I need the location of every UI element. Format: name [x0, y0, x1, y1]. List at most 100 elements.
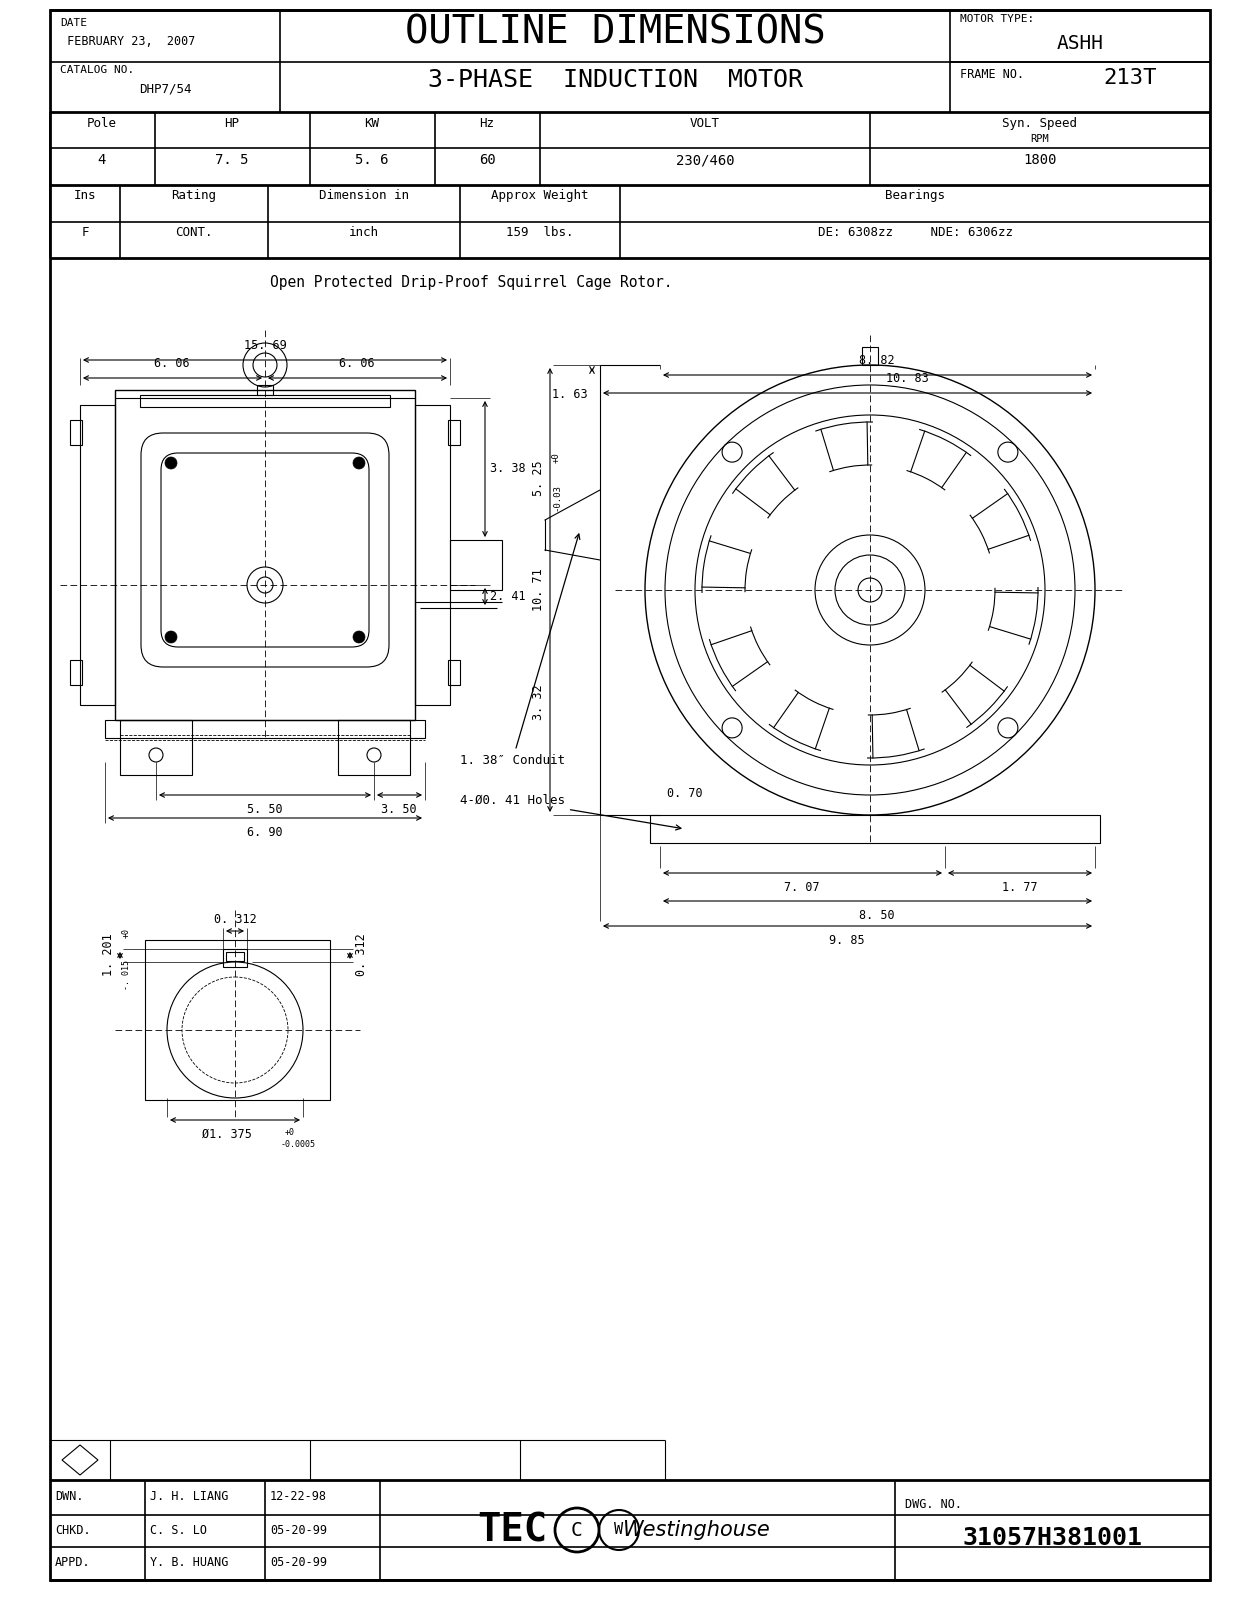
Text: MOTOR TYPE:: MOTOR TYPE: [960, 14, 1034, 24]
Text: 12-22-98: 12-22-98 [270, 1491, 327, 1504]
Text: 5. 6: 5. 6 [355, 154, 388, 166]
Bar [448, 419, 460, 445]
Text: OUTLINE DIMENSIONS: OUTLINE DIMENSIONS [404, 14, 825, 51]
Text: TEC: TEC [477, 1510, 547, 1549]
Text: 31057H381001: 31057H381001 [962, 1526, 1142, 1550]
Text: DE: 6308zz     NDE: 6306zz: DE: 6308zz NDE: 6306zz [818, 226, 1013, 238]
Text: +0: +0 [552, 453, 562, 464]
Text: 4: 4 [98, 154, 106, 166]
Text: 0. 70: 0. 70 [667, 787, 703, 800]
Text: W: W [615, 1523, 623, 1538]
Text: CONT.: CONT. [176, 226, 213, 238]
Bar [448, 659, 460, 685]
Text: 3. 50: 3. 50 [381, 803, 417, 816]
Text: Ins: Ins [74, 189, 96, 202]
Bar [450, 541, 502, 590]
Text: FEBRUARY 23,  2007: FEBRUARY 23, 2007 [61, 35, 195, 48]
Text: 10. 83: 10. 83 [886, 371, 929, 386]
Text: 6. 06: 6. 06 [155, 357, 189, 370]
Bar [226, 952, 244, 962]
Text: 1. 38″ Conduit: 1. 38″ Conduit [460, 534, 580, 766]
Bar [71, 659, 82, 685]
Text: Approx Weight: Approx Weight [491, 189, 589, 202]
Bar [414, 405, 450, 706]
Text: F: F [82, 226, 89, 238]
Text: HP: HP [224, 117, 240, 130]
Text: RPM: RPM [1030, 134, 1049, 144]
Text: FRAME NO.: FRAME NO. [960, 67, 1024, 82]
Text: 8. 50: 8. 50 [860, 909, 894, 922]
Text: 3. 38: 3. 38 [490, 462, 526, 475]
Text: 7. 5: 7. 5 [215, 154, 249, 166]
Bar [862, 347, 878, 365]
Text: 6. 90: 6. 90 [247, 826, 283, 838]
Text: inch: inch [349, 226, 379, 238]
Text: +0: +0 [285, 1128, 294, 1138]
Text: 159  lbs.: 159 lbs. [506, 226, 574, 238]
Text: 0. 312: 0. 312 [214, 914, 256, 926]
Text: J. H. LIANG: J. H. LIANG [150, 1491, 229, 1504]
Text: APPD.: APPD. [54, 1557, 90, 1570]
Text: DWG. NO.: DWG. NO. [905, 1498, 962, 1510]
Text: Dimension in: Dimension in [319, 189, 409, 202]
Text: 8. 82: 8. 82 [860, 354, 894, 366]
Text: Open Protected Drip-Proof Squirrel Cage Rotor.: Open Protected Drip-Proof Squirrel Cage … [270, 275, 673, 290]
Text: 1800: 1800 [1023, 154, 1056, 166]
Text: 05-20-99: 05-20-99 [270, 1525, 327, 1538]
Bar [120, 720, 192, 774]
Bar [338, 720, 409, 774]
Text: 6. 06: 6. 06 [339, 357, 375, 370]
Text: Bearings: Bearings [884, 189, 945, 202]
Text: Syn. Speed: Syn. Speed [1002, 117, 1077, 130]
Text: 60: 60 [479, 154, 495, 166]
Text: ASHH: ASHH [1056, 34, 1103, 53]
Bar [71, 419, 82, 445]
Text: C: C [571, 1520, 583, 1539]
Text: DWN.: DWN. [54, 1491, 84, 1504]
Circle shape [353, 458, 365, 469]
Text: KW: KW [365, 117, 380, 130]
Text: 1. 63: 1. 63 [553, 389, 588, 402]
Circle shape [165, 630, 177, 643]
Text: 5. 25: 5. 25 [532, 461, 546, 496]
Text: +0: +0 [122, 928, 131, 938]
Text: -0.03: -0.03 [552, 485, 562, 512]
Text: 05-20-99: 05-20-99 [270, 1557, 327, 1570]
Bar [105, 720, 426, 738]
Text: 3. 32: 3. 32 [532, 685, 546, 720]
Bar [257, 386, 273, 395]
Bar [223, 949, 247, 966]
Text: Ø1. 375: Ø1. 375 [202, 1128, 252, 1141]
Text: 10. 71: 10. 71 [532, 568, 546, 611]
Text: 7. 07: 7. 07 [784, 882, 820, 894]
Bar [115, 390, 414, 720]
Text: 1. 77: 1. 77 [1002, 882, 1038, 894]
Text: 2. 41: 2. 41 [490, 589, 526, 603]
Text: 15. 69: 15. 69 [244, 339, 287, 352]
Text: Hz: Hz [480, 117, 495, 130]
Text: 230/460: 230/460 [675, 154, 735, 166]
Text: Pole: Pole [87, 117, 118, 130]
Text: -0.0005: -0.0005 [281, 1139, 315, 1149]
Bar [80, 405, 115, 706]
Text: VOLT: VOLT [690, 117, 720, 130]
Text: 1. 201: 1. 201 [101, 934, 115, 976]
Text: CHKD.: CHKD. [54, 1525, 90, 1538]
Text: -. 015: -. 015 [122, 960, 131, 990]
Text: C. S. LO: C. S. LO [150, 1525, 207, 1538]
Text: CATALOG NO.: CATALOG NO. [61, 66, 135, 75]
Text: DATE: DATE [61, 18, 87, 27]
Circle shape [353, 630, 365, 643]
Text: 5. 50: 5. 50 [247, 803, 283, 816]
Text: Y. B. HUANG: Y. B. HUANG [150, 1557, 229, 1570]
Circle shape [165, 458, 177, 469]
Text: 0. 312: 0. 312 [355, 934, 367, 976]
Bar [649, 814, 1100, 843]
Text: Rating: Rating [172, 189, 216, 202]
Text: 4-Ø0. 41 Holes: 4-Ø0. 41 Holes [460, 794, 680, 830]
Text: 213T: 213T [1103, 67, 1157, 88]
Text: DHP7/54: DHP7/54 [139, 82, 192, 94]
Text: Westinghouse: Westinghouse [623, 1520, 771, 1539]
Bar [145, 939, 330, 1101]
Text: 9. 85: 9. 85 [829, 934, 865, 947]
